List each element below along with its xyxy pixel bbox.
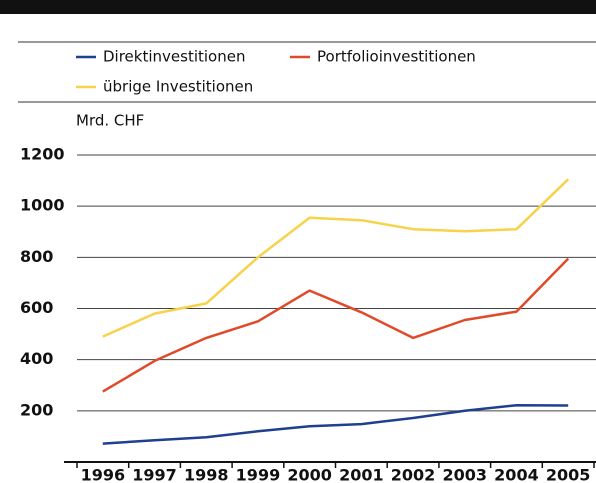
x-tick-label: 2005 xyxy=(546,466,591,483)
legend-label: Direktinvestitionen xyxy=(103,48,245,66)
header-bar xyxy=(0,0,596,14)
y-axis-label: Mrd. CHF xyxy=(76,112,144,130)
x-tick-label: 2003 xyxy=(442,466,487,483)
x-tick-label: 1997 xyxy=(132,466,177,483)
series-line xyxy=(102,178,570,338)
legend-label: Portfolioinvestitionen xyxy=(317,48,476,66)
y-tick-label: 1200 xyxy=(20,145,65,164)
y-tick-label: 600 xyxy=(20,298,53,317)
y-tick-label: 200 xyxy=(20,400,53,419)
x-tick-label: 2001 xyxy=(339,466,384,483)
y-tick-label: 1000 xyxy=(20,196,65,215)
y-tick-label: 400 xyxy=(20,349,53,368)
x-tick-label: 2002 xyxy=(391,466,436,483)
series-line xyxy=(102,257,570,393)
legend-label: übrige Investitionen xyxy=(103,78,253,96)
x-tick-label: 1999 xyxy=(236,466,281,483)
x-tick-label: 2004 xyxy=(494,466,539,483)
x-tick-label: 1996 xyxy=(81,466,126,483)
y-tick-label: 800 xyxy=(20,247,53,266)
series-line xyxy=(102,403,569,445)
x-tick-label: 1998 xyxy=(184,466,229,483)
x-tick-label: 2000 xyxy=(287,466,332,483)
